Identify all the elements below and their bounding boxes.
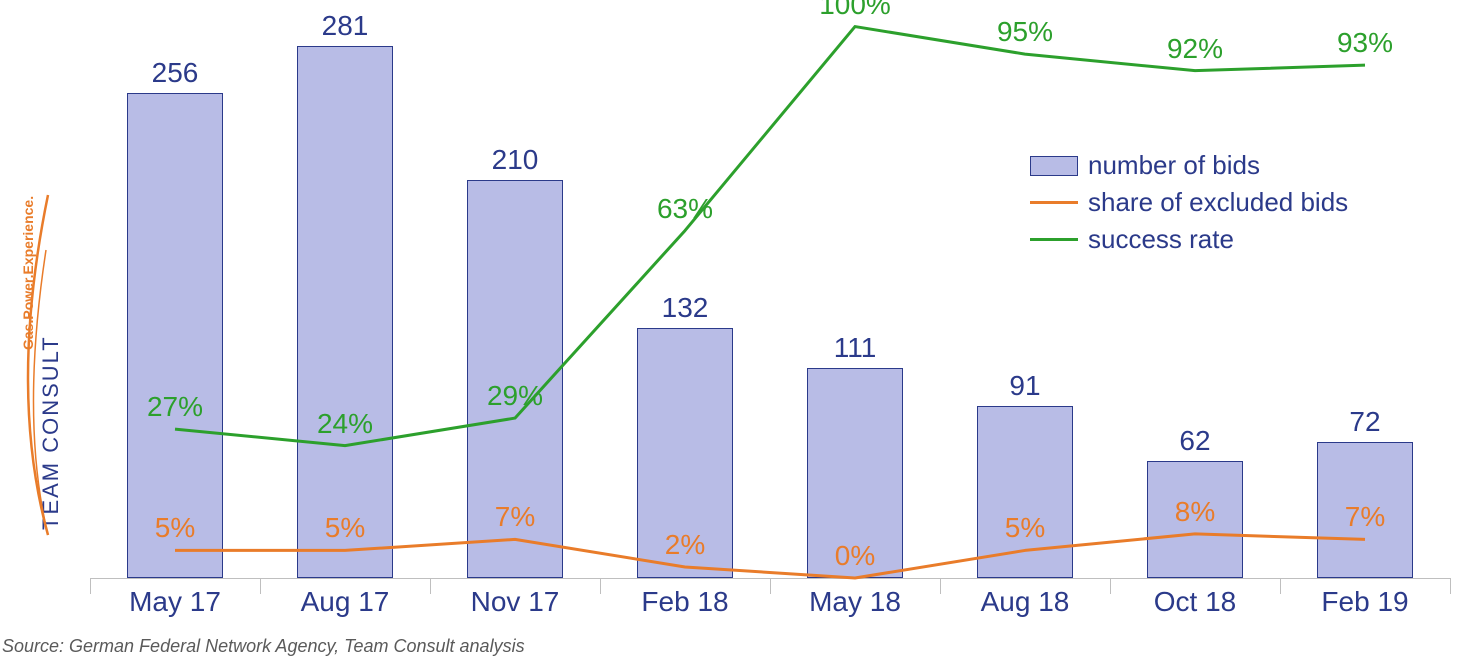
line-value-label: 100% — [819, 0, 891, 21]
bar-value-label: 62 — [1179, 425, 1210, 457]
line-value-label: 2% — [665, 529, 705, 561]
logo-sub-text: Gas.Power.Experience. — [20, 196, 36, 350]
bar — [297, 46, 392, 578]
line-value-label: 5% — [325, 512, 365, 544]
x-tick-label: Aug 17 — [301, 586, 390, 618]
line-value-label: 7% — [1345, 501, 1385, 533]
x-tick-label: Feb 19 — [1321, 586, 1408, 618]
legend-item: share of excluded bids — [1030, 187, 1348, 218]
legend-item: success rate — [1030, 224, 1348, 255]
bar-value-label: 256 — [152, 57, 199, 89]
bar-value-label: 91 — [1009, 370, 1040, 402]
line-value-label: 5% — [1005, 512, 1045, 544]
x-tick-separator — [90, 578, 91, 594]
bar-value-label: 281 — [322, 10, 369, 42]
x-tick-separator — [1280, 578, 1281, 594]
line-value-label: 0% — [835, 540, 875, 572]
legend-swatch-bar — [1030, 156, 1078, 176]
legend-label: success rate — [1088, 224, 1234, 255]
line-value-label: 24% — [317, 408, 373, 440]
legend-label: number of bids — [1088, 150, 1260, 181]
line-value-label: 93% — [1337, 27, 1393, 59]
x-tick-separator — [940, 578, 941, 594]
bar-value-label: 132 — [662, 292, 709, 324]
legend-swatch-line — [1030, 201, 1078, 204]
x-tick-label: May 18 — [809, 586, 901, 618]
brand-logo: TEAM CONSULTGas.Power.Experience. — [38, 335, 64, 530]
bar-value-label: 72 — [1349, 406, 1380, 438]
x-tick-label: Aug 18 — [981, 586, 1070, 618]
bar — [127, 93, 222, 578]
legend-swatch-line — [1030, 238, 1078, 241]
x-tick-label: Feb 18 — [641, 586, 728, 618]
line-value-label: 95% — [997, 16, 1053, 48]
x-tick-separator — [260, 578, 261, 594]
line-value-label: 92% — [1167, 33, 1223, 65]
line-value-label: 7% — [495, 501, 535, 533]
legend-label: share of excluded bids — [1088, 187, 1348, 218]
legend: number of bids share of excluded bids succ… — [1030, 150, 1348, 261]
line-value-label: 5% — [155, 512, 195, 544]
x-tick-label: Oct 18 — [1154, 586, 1236, 618]
bar-value-label: 111 — [834, 332, 877, 364]
x-tick-label: May 17 — [129, 586, 221, 618]
x-tick-separator — [1450, 578, 1451, 594]
source-note: Source: German Federal Network Agency, T… — [2, 636, 525, 657]
x-tick-separator — [600, 578, 601, 594]
bids-chart: 256 281 210 132 111 91 62 72 May 17 Aug 17 Nov 17 F… — [0, 0, 1477, 662]
line-value-label: 63% — [657, 193, 713, 225]
line-value-label: 27% — [147, 391, 203, 423]
bar-value-label: 210 — [492, 144, 539, 176]
x-tick-separator — [1110, 578, 1111, 594]
legend-item: number of bids — [1030, 150, 1348, 181]
x-tick-separator — [430, 578, 431, 594]
x-tick-label: Nov 17 — [471, 586, 560, 618]
line-value-label: 29% — [487, 380, 543, 412]
bar — [977, 406, 1072, 578]
x-tick-separator — [770, 578, 771, 594]
line-value-label: 8% — [1175, 496, 1215, 528]
